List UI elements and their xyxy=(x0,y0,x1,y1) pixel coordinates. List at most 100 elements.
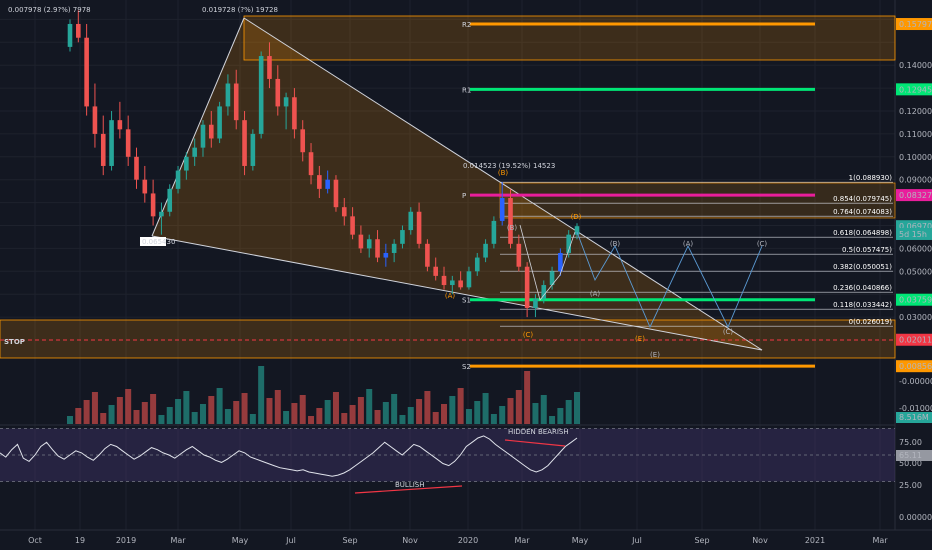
candle-body xyxy=(200,124,206,148)
fib-label: 0.236(0.040866) xyxy=(833,284,892,292)
fib-label: 0.118(0.033442) xyxy=(833,301,892,309)
volume-bar xyxy=(141,402,148,424)
candle-body xyxy=(350,216,355,235)
candle-body xyxy=(533,298,538,308)
wave-label: (E) xyxy=(650,351,660,359)
pivot-label: P xyxy=(462,192,466,200)
low-label-box xyxy=(140,237,166,246)
volume-bar xyxy=(133,410,140,424)
volume-bar xyxy=(482,393,489,424)
candle-body xyxy=(225,83,231,107)
volume-bar xyxy=(158,415,165,424)
volume-bar xyxy=(183,391,190,424)
divergence-label: HIDDEN BEARISH xyxy=(508,428,569,436)
volume-bar xyxy=(407,407,414,424)
candle-body xyxy=(400,230,405,244)
volume-bar xyxy=(349,405,356,424)
volume-bar xyxy=(166,407,173,424)
price-tag-label: 5d 15h xyxy=(899,230,927,239)
candle-body xyxy=(425,243,430,267)
candle-body xyxy=(549,271,555,286)
peak-label: 0.007978 (2.9?%) 7978 xyxy=(8,6,91,14)
volume-axis-label: -0.010000 xyxy=(899,404,932,413)
candle-body xyxy=(76,23,81,38)
price-tag-label: 0.129459 xyxy=(899,85,932,94)
x-tick-label: Mar xyxy=(170,536,186,545)
candle-body xyxy=(292,97,297,130)
candle-body xyxy=(267,56,272,79)
candle-body xyxy=(208,124,214,139)
fib-label: 0.764(0.074083) xyxy=(833,208,892,216)
volume-bar xyxy=(83,400,90,424)
price-tag-label: 0.069700 xyxy=(899,222,932,231)
candle-body xyxy=(458,280,463,288)
candle-body xyxy=(524,266,530,308)
low-label: 0.065430 xyxy=(142,238,175,246)
volume-bar xyxy=(258,366,265,424)
candle-body xyxy=(341,207,347,217)
volume-axis-label: -0.000000 xyxy=(899,377,932,386)
price-tag xyxy=(896,227,932,240)
volume-bar xyxy=(208,396,215,424)
candle-body xyxy=(283,97,289,107)
candle-body xyxy=(308,152,314,176)
volume-bar xyxy=(449,396,456,424)
candle-body xyxy=(150,193,156,217)
rsi-tag xyxy=(896,450,932,461)
price-tag-label: 0.037597 xyxy=(899,296,932,305)
divergence-arrow xyxy=(504,439,566,447)
fib-label: 0.382(0.050051) xyxy=(833,263,892,271)
volume-bar xyxy=(424,391,431,424)
price-tag xyxy=(896,83,932,96)
x-tick-label: Sep xyxy=(694,536,709,545)
volume-bar xyxy=(125,389,132,424)
candle-body xyxy=(233,83,239,121)
x-tick-label: 19 xyxy=(75,536,85,545)
wedge-fill xyxy=(152,18,762,350)
candle-body xyxy=(250,133,256,166)
stop-label: STOP xyxy=(4,338,25,346)
x-tick-label: Oct xyxy=(28,536,42,545)
candle-body xyxy=(100,133,106,166)
wave-label: (B) xyxy=(498,169,509,177)
candle-body xyxy=(134,156,139,180)
x-tick-label: Jul xyxy=(631,536,642,545)
volume-value: 8.516M xyxy=(899,413,929,422)
volume-bar xyxy=(324,400,331,424)
volume-bar xyxy=(574,392,580,424)
volume-bar xyxy=(75,408,82,424)
candle-body xyxy=(217,106,222,139)
volume-bar xyxy=(357,397,364,424)
volume-bar xyxy=(432,412,439,424)
volume-bar xyxy=(216,388,223,424)
volume-bar xyxy=(199,404,206,424)
candle-body xyxy=(574,226,580,235)
x-tick-label: Nov xyxy=(752,536,768,545)
candle-body xyxy=(125,129,131,157)
price-tag xyxy=(896,333,932,346)
candle-body xyxy=(275,78,281,107)
rsi-axis-label: 75.00 xyxy=(899,438,922,447)
fib-label: 0(0.026019) xyxy=(849,318,893,326)
volume-bar xyxy=(274,390,281,424)
candle-body xyxy=(483,243,488,258)
support-zone xyxy=(0,319,896,359)
wave-label: (A) xyxy=(590,290,601,298)
candle-body xyxy=(142,179,148,194)
volume-bar xyxy=(416,399,423,424)
volume-bar xyxy=(266,398,273,424)
x-tick-label: Nov xyxy=(402,536,418,545)
volume-bar xyxy=(116,397,123,424)
candle-body xyxy=(325,179,330,189)
candle-body xyxy=(242,120,247,166)
rsi-value: 65.11 xyxy=(899,451,922,460)
wave-label: (B) xyxy=(507,224,518,232)
x-tick-label: Mar xyxy=(872,536,888,545)
candle-body xyxy=(516,243,522,267)
volume-bar xyxy=(557,408,564,424)
projected-wave xyxy=(576,231,763,329)
